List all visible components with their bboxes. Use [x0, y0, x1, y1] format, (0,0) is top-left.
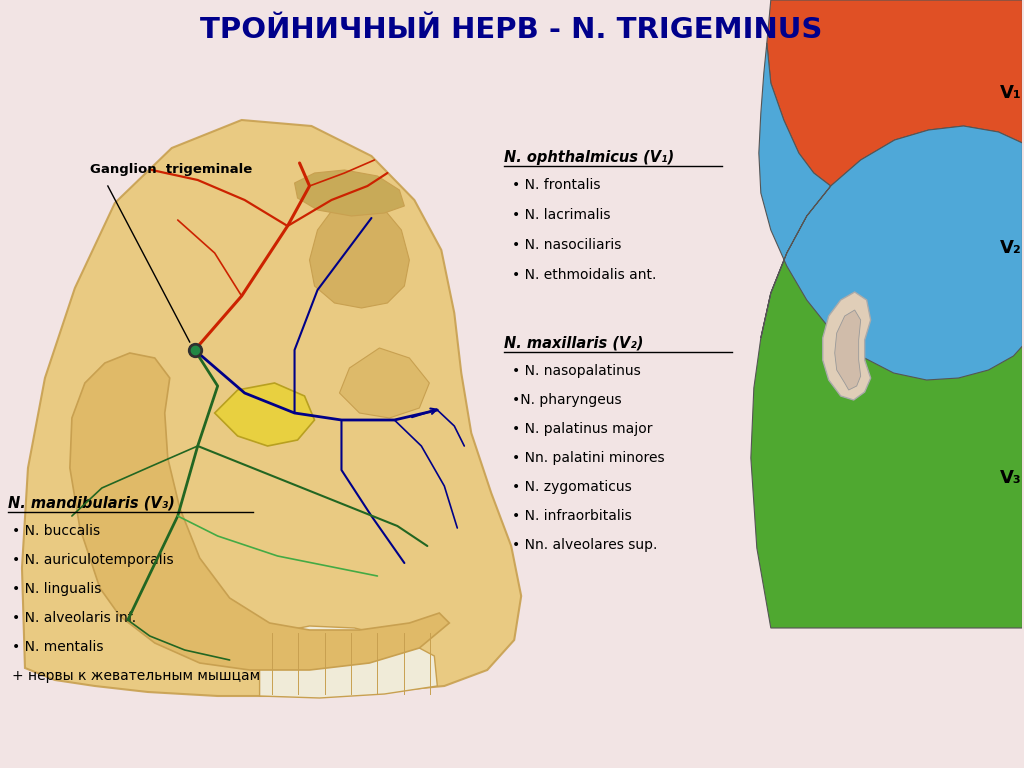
Text: ТРОЙНИЧНЫЙ НЕРВ - N. TRIGEMINUS: ТРОЙНИЧНЫЙ НЕРВ - N. TRIGEMINUS: [200, 16, 822, 44]
Text: • N. nasopalatinus: • N. nasopalatinus: [512, 364, 641, 378]
Polygon shape: [70, 353, 450, 670]
Polygon shape: [751, 126, 1022, 628]
Polygon shape: [309, 196, 410, 308]
Polygon shape: [822, 292, 870, 400]
Polygon shape: [215, 383, 314, 446]
Text: • Nn. alveolares sup.: • Nn. alveolares sup.: [512, 538, 657, 552]
Text: + нервы к жевательным мышцам: + нервы к жевательным мышцам: [12, 669, 260, 683]
Polygon shape: [22, 120, 521, 696]
Polygon shape: [260, 626, 437, 698]
Polygon shape: [295, 170, 404, 216]
Polygon shape: [759, 43, 1022, 380]
Text: • N. zygomaticus: • N. zygomaticus: [512, 480, 632, 494]
Text: • N. nasociliaris: • N. nasociliaris: [512, 238, 622, 252]
Text: • N. buccalis: • N. buccalis: [12, 524, 100, 538]
Text: • N. frontalis: • N. frontalis: [512, 178, 601, 192]
Text: • N. palatinus major: • N. palatinus major: [512, 422, 652, 436]
Polygon shape: [340, 348, 429, 418]
Text: • N. alveolaris inf.: • N. alveolaris inf.: [12, 611, 136, 625]
Text: • N. mentalis: • N. mentalis: [12, 640, 103, 654]
Text: V₁: V₁: [999, 84, 1021, 102]
Text: • Nn. palatini minores: • Nn. palatini minores: [512, 451, 665, 465]
Text: •N. pharyngeus: •N. pharyngeus: [512, 393, 622, 407]
Text: Ganglion  trigeminale: Ganglion trigeminale: [90, 163, 252, 176]
Text: • N. lingualis: • N. lingualis: [12, 582, 101, 596]
Text: • N. lacrimalis: • N. lacrimalis: [512, 208, 610, 222]
Polygon shape: [835, 310, 861, 390]
Text: • N. infraorbitalis: • N. infraorbitalis: [512, 509, 632, 523]
Polygon shape: [767, 0, 1022, 186]
Text: V₃: V₃: [999, 469, 1021, 487]
Text: • N. auriculotemporalis: • N. auriculotemporalis: [12, 553, 174, 567]
Text: • N. ethmoidalis ant.: • N. ethmoidalis ant.: [512, 268, 656, 282]
Text: N. maxillaris (V₂): N. maxillaris (V₂): [504, 336, 644, 351]
Text: N. mandibularis (V₃): N. mandibularis (V₃): [8, 496, 175, 511]
Text: V₂: V₂: [999, 239, 1021, 257]
Text: N. ophthalmicus (V₁): N. ophthalmicus (V₁): [504, 150, 675, 165]
